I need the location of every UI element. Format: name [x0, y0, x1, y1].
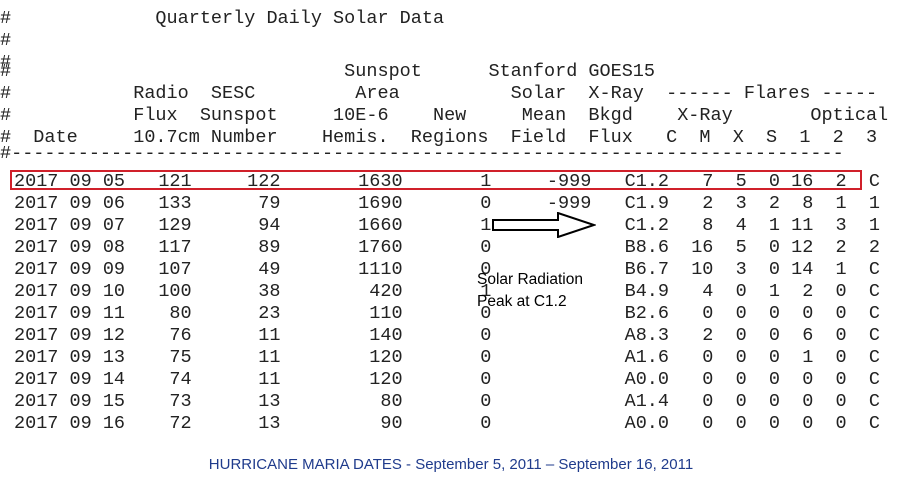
footer-caption: HURRICANE MARIA DATES - September 5, 201…: [208, 456, 694, 473]
table-row: 2017 09 05 121 122 1630 1 -999 C1.2 7 5 …: [14, 171, 880, 192]
annotation-line: Solar Radiation: [477, 271, 583, 288]
data-header: # Quarterly Daily Solar Data # # # Sunsp…: [0, 8, 888, 206]
table-row: 2017 09 11 80 23 110 0 B2.6 0 0 0 0 0 C: [14, 303, 880, 324]
highlight-box: [10, 170, 862, 190]
table-row: 2017 09 09 107 49 1110 0 B6.7 10 3 0 14 …: [14, 259, 880, 280]
table-row: 2017 09 16 72 13 90 0 A0.0 0 0 0 0 0 C: [14, 413, 880, 434]
data-rows: 2017 09 05 121 122 1630 1 -999 C1.2 7 5 …: [14, 171, 880, 457]
table-row: 2017 09 07 129 94 1660 1 C1.2 8 4 1 11 3…: [14, 215, 880, 236]
annotation-line: Peak at C1.2: [477, 293, 567, 310]
table-row: 2017 09 12 76 11 140 0 A8.3 2 0 0 6 0 C: [14, 325, 880, 346]
table-row: 2017 09 10 100 38 420 1 B4.9 4 0 1 2 0 C: [14, 281, 880, 302]
header-line: #: [0, 52, 12, 73]
header-line: # Quarterly Daily Solar Data: [0, 8, 445, 29]
header-line: # Date 10.7cm Number Hemis. Regions Fiel…: [0, 127, 878, 148]
header-divider: #---------------------------------------…: [0, 143, 844, 164]
table-row: 2017 09 13 75 11 120 0 A1.6 0 0 0 1 0 C: [14, 347, 880, 368]
table-row: 2017 09 15 73 13 80 0 A1.4 0 0 0 0 0 C: [14, 391, 880, 412]
annotation-note: Solar Radiation Peak at C1.2: [477, 269, 607, 313]
header-line: # Radio SESC Area Solar X-Ray ------ Fla…: [0, 83, 878, 104]
table-row: 2017 09 06 133 79 1690 0 -999 C1.9 2 3 2…: [14, 193, 880, 214]
table-row: 2017 09 08 117 89 1760 0 B8.6 16 5 0 12 …: [14, 237, 880, 258]
header-line: #: [0, 30, 12, 51]
header-line: # Flux Sunspot 10E-6 New Mean Bkgd X-Ray…: [0, 105, 889, 126]
table-row: 2017 09 14 74 11 120 0 A0.0 0 0 0 0 0 C: [14, 369, 880, 390]
arrow-right-icon: [492, 212, 596, 238]
header-line: # Sunspot Stanford GOES15: [0, 61, 656, 82]
